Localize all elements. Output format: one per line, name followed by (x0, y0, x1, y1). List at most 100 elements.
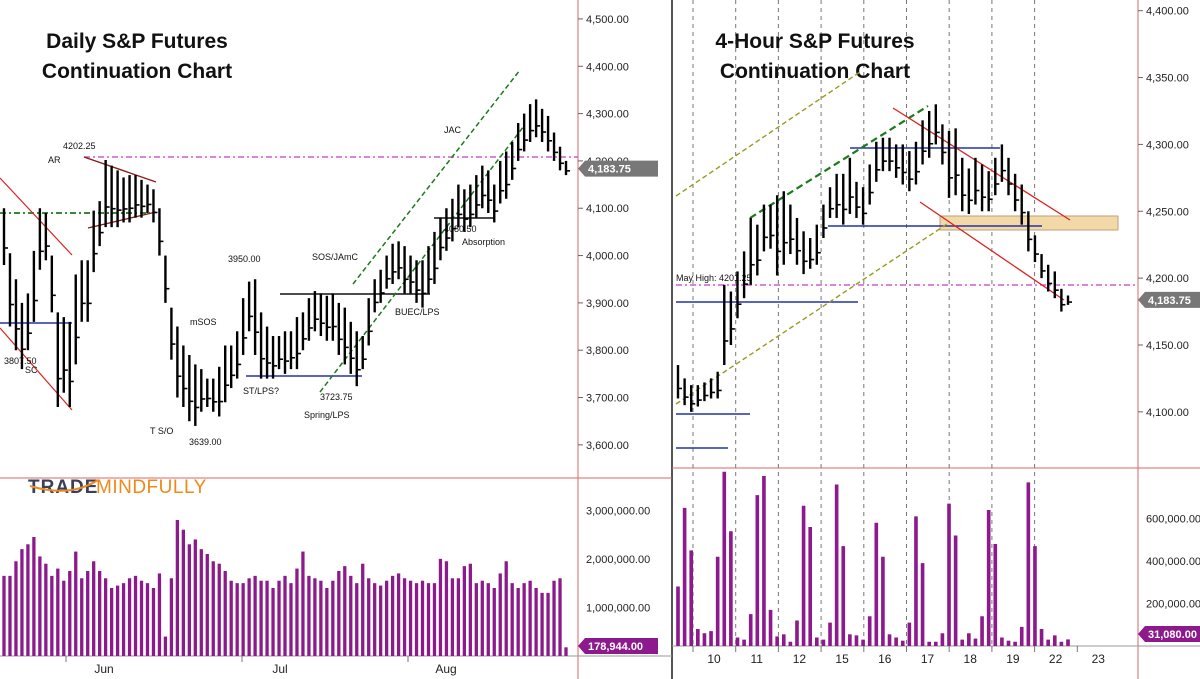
left-price-bar (505, 151, 511, 199)
left-volume-bar (373, 583, 377, 656)
left-price-bar (355, 331, 361, 387)
right-price-bars (676, 104, 1072, 412)
right-x-tick: 17 (921, 652, 935, 666)
left-volume-bar (480, 580, 484, 656)
right-volume-bar (993, 544, 998, 646)
right-volume-bar (1006, 640, 1011, 646)
left-price-bar (319, 293, 325, 337)
left-volume-bar (307, 575, 311, 656)
right-price-bar (696, 385, 702, 407)
right-volume-bar (960, 639, 965, 646)
right-price-bar (941, 124, 947, 165)
right-price-bar (742, 251, 749, 299)
right-x-tick: 16 (878, 652, 892, 666)
right-chart-title-line1: 4-Hour S&P Futures (715, 30, 914, 53)
left-price-bar (403, 246, 409, 294)
left-price-bar (152, 189, 158, 223)
right-price-bar (676, 365, 682, 399)
right-volume-bar (973, 638, 978, 646)
right-price-bar (888, 137, 894, 172)
right-price-tick: 4,150.00 (1146, 340, 1189, 352)
left-volume-bar (86, 571, 90, 656)
left-price-bar (451, 198, 457, 242)
left-price-bar (516, 123, 523, 161)
right-price-bar (934, 104, 940, 145)
left-volume-bar (109, 588, 114, 656)
left-volume-bar (343, 566, 347, 656)
right-volume-bar (940, 633, 945, 646)
right-price-bar (729, 291, 735, 345)
right-volume-bar (828, 622, 832, 646)
left-price-bar (62, 317, 68, 393)
annotation-4202: 4202.25 (63, 141, 96, 151)
annotation-st-lps: ST/LPS? (243, 386, 279, 396)
left-price-bar (493, 184, 499, 223)
left-volume-bar (8, 575, 12, 656)
left-volume-bar (98, 571, 102, 656)
left-volume-bar (115, 585, 120, 656)
left-price-bar (475, 175, 481, 218)
left-triangle-upper (83, 156, 157, 183)
left-volume-bar (414, 583, 419, 656)
right-price-bar (716, 371, 722, 399)
right-volume-bar (887, 634, 892, 646)
left-price-bar (8, 253, 14, 327)
right-volume-bar (881, 556, 885, 646)
left-price-tick: 3,700.00 (586, 393, 629, 405)
right-price-bar (703, 382, 709, 402)
right-volume-bar (933, 641, 938, 646)
right-price-bar (947, 131, 954, 198)
right-volume-bar (742, 639, 746, 646)
right-session-gridlines (692, 0, 1036, 646)
right-price-bar (690, 385, 696, 412)
right-price-tick: 4,300.00 (1146, 139, 1189, 151)
left-volume-bar (331, 580, 335, 656)
left-volume-bar (241, 583, 245, 656)
left-volume-bar (510, 583, 514, 656)
right-olive-channel-upper (675, 71, 861, 197)
left-price-tick: 4,000.00 (586, 251, 629, 263)
annotation-3723: 3723.75 (320, 392, 353, 402)
left-triangle-lower (87, 211, 157, 229)
right-red-channel-lower (919, 201, 1065, 301)
left-volume-bar (367, 578, 371, 656)
left-price-tick: 4,500.00 (586, 14, 629, 26)
svg-text:4,183.75: 4,183.75 (1148, 295, 1191, 307)
left-volume-bar (103, 578, 108, 656)
right-volume-bar (986, 510, 991, 646)
left-price-bar (421, 260, 427, 308)
left-price-bar (373, 279, 379, 313)
trade-mindfully-logo: TRADE MINDFULLY (28, 477, 206, 498)
left-volume-bar (564, 647, 568, 656)
left-volume-bar (50, 575, 54, 656)
left-volume-bar (456, 578, 461, 656)
left-volume-bar (253, 575, 257, 656)
annotation-3639: 3639.00 (189, 437, 222, 447)
right-volume-bar (1000, 637, 1004, 646)
right-last-volume-tag: 31,080.00 (1138, 626, 1200, 642)
right-volume-bar (762, 476, 766, 646)
right-price-bar (894, 144, 901, 178)
right-volume-bar (709, 631, 713, 646)
left-price-bar (116, 170, 122, 228)
left-volume-bar (32, 537, 36, 656)
left-price-bar (98, 201, 104, 247)
left-price-tick: 3,900.00 (586, 298, 629, 310)
left-volume-bar (163, 636, 168, 656)
right-volume-bars (676, 471, 1070, 646)
left-last-price-tag: 4,183.75 (578, 160, 658, 177)
left-price-bar (534, 99, 541, 138)
right-price-bar (762, 204, 768, 252)
left-volume-bar (133, 575, 138, 656)
left-price-bar (313, 291, 319, 332)
left-price-tick: 4,100.00 (586, 203, 629, 215)
left-volume-bar (450, 578, 455, 656)
right-price-bar (1007, 157, 1013, 196)
left-volume-bar (229, 580, 233, 656)
annotation-3807: 3807.50 (4, 356, 37, 366)
right-volume-bar (841, 546, 846, 646)
left-price-bar (540, 108, 547, 142)
left-volume-bar (492, 588, 496, 656)
